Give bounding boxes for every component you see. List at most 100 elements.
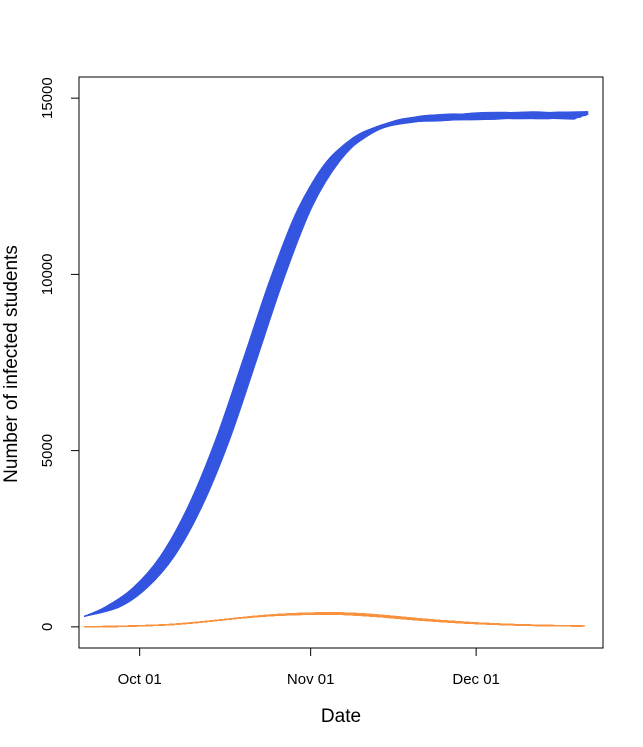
series-line-infected-run xyxy=(84,112,583,617)
series-line-infected-run xyxy=(84,115,579,617)
series-line-infected-run xyxy=(84,114,583,617)
series-line-infected-run xyxy=(84,113,582,617)
series-line-infected-run xyxy=(84,114,583,617)
series-line-infected-run xyxy=(84,112,586,617)
series-line-infected-run xyxy=(84,112,587,617)
series-line-infected-run xyxy=(84,114,578,617)
series-line-infected-run xyxy=(84,111,589,617)
series-line-infected-run xyxy=(84,116,576,617)
series-line-infected-run xyxy=(84,113,581,617)
series-line-infected-run xyxy=(84,114,580,617)
series-line-infected-run xyxy=(84,115,577,617)
series-line-infected-run xyxy=(84,115,576,617)
series-line-infected-run xyxy=(84,115,576,617)
series-line-infected-run xyxy=(84,115,579,617)
series-line-infected-run xyxy=(84,115,577,617)
series-line-infected-run xyxy=(84,112,585,617)
y-tick-label: 5000 xyxy=(39,434,56,467)
series-line-infected-run xyxy=(84,115,581,617)
series-line-infected-run xyxy=(84,114,580,617)
series-line-infected-run xyxy=(84,113,584,617)
series-line-infected-run xyxy=(84,113,586,617)
series-line-infected-run xyxy=(84,112,587,617)
series-line-infected-run xyxy=(84,113,581,617)
series-line-infected-run xyxy=(84,115,577,617)
series-line-infected-run xyxy=(84,111,587,617)
series-line-infected-run xyxy=(84,112,586,617)
series-line-infected-run xyxy=(84,114,579,617)
series-line-infected-run xyxy=(84,114,583,617)
series-line-infected-run xyxy=(84,112,588,617)
series-line-infected-run xyxy=(84,116,576,617)
series-layer xyxy=(83,111,589,628)
y-axis: 0 5000 10000 15000 xyxy=(39,77,80,631)
series-line-infected-run xyxy=(84,112,587,617)
series-line-infected-run xyxy=(84,113,583,617)
series-line-infected-run xyxy=(84,116,575,617)
series-line-infected-run xyxy=(84,112,589,617)
series-line-secondary-run xyxy=(83,612,585,628)
series-line-infected-run xyxy=(84,113,585,617)
series-line-infected-run xyxy=(84,114,582,617)
x-axis: Oct 01 Nov 01 Dec 01 xyxy=(118,647,500,688)
series-line-infected-run xyxy=(84,115,579,617)
series-line-infected-run xyxy=(84,116,575,617)
series-line-infected-run xyxy=(84,115,575,617)
series-line-infected-run xyxy=(84,113,580,617)
series-line-infected-run xyxy=(84,111,588,617)
series-line-infected-run xyxy=(84,115,578,617)
series-line-infected-run xyxy=(84,113,584,617)
series-line-infected-run xyxy=(84,115,578,617)
series-line-infected-run xyxy=(84,114,578,617)
series-line-infected-run xyxy=(84,113,585,617)
series-line-infected-run xyxy=(84,116,575,617)
series-line-infected-run xyxy=(84,116,577,617)
series-line-infected-run xyxy=(84,114,580,617)
series-line-infected-run xyxy=(84,114,578,617)
series-line-infected-run xyxy=(84,112,588,617)
series-line-infected-run xyxy=(84,114,581,617)
series-line-infected-run xyxy=(84,114,581,617)
y-tick-label: 0 xyxy=(39,623,56,631)
series-line-infected-run xyxy=(84,115,575,617)
series-line-infected-run xyxy=(84,116,577,617)
series-line-infected-run xyxy=(84,116,578,617)
series-line-infected-run xyxy=(84,114,582,617)
y-tick-label: 10000 xyxy=(39,254,56,296)
series-line-infected-run xyxy=(84,111,587,617)
series-line-infected-run xyxy=(84,113,586,617)
series-line-infected-run xyxy=(84,114,577,617)
series-line-infected-run xyxy=(84,112,585,617)
series-line-infected-run xyxy=(84,112,585,617)
x-tick-label: Oct 01 xyxy=(118,671,162,688)
series-line-infected-run xyxy=(84,112,585,617)
series-line-infected-run xyxy=(84,112,586,617)
series-line-infected-run xyxy=(84,114,582,617)
series-line-infected-run xyxy=(84,115,578,617)
series-line-infected-run xyxy=(84,111,589,617)
series-line-infected-run xyxy=(84,115,580,617)
series-line-infected-run xyxy=(84,111,588,617)
series-line-infected-run xyxy=(84,115,576,617)
series-line-infected-run xyxy=(84,114,580,617)
series-line-infected-run xyxy=(84,113,581,617)
series-line-infected-run xyxy=(84,113,584,617)
series-line-infected-run xyxy=(84,111,588,617)
series-line-infected-run xyxy=(84,114,576,617)
series-line-infected-run xyxy=(84,114,581,617)
series-line-infected-run xyxy=(84,113,582,617)
y-axis-title: Number of infected students xyxy=(1,245,22,483)
series-line-infected-run xyxy=(84,115,575,617)
series-line-infected-run xyxy=(84,113,587,617)
series-line-infected-run xyxy=(84,111,588,617)
series-line-infected-run xyxy=(84,114,584,617)
x-tick-label: Nov 01 xyxy=(287,671,335,688)
series-line-infected-run xyxy=(84,112,584,617)
y-tick-label: 15000 xyxy=(39,77,56,119)
series-line-infected-run xyxy=(84,112,587,617)
series-line-infected-run xyxy=(84,113,582,617)
series-line-infected-run xyxy=(84,116,577,617)
series-line-infected-run xyxy=(84,113,585,617)
series-line-infected-run xyxy=(84,111,589,617)
